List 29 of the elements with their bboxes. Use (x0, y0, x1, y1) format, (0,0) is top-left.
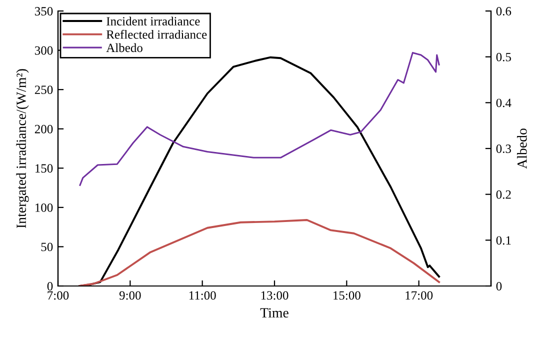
x-tick-label: 17:00 (406, 291, 433, 300)
y2-axis-title: Albedo (517, 128, 527, 169)
y-tick-label: 150 (35, 164, 53, 173)
legend-label: Reflected irradiance (106, 30, 207, 39)
legend-label: Albedo (106, 43, 142, 52)
y-tick-label: 100 (35, 203, 53, 212)
y2-tick-label: 0.2 (496, 190, 511, 199)
y-tick-label: 300 (34, 46, 53, 55)
y2-tick-label: 0.6 (496, 7, 512, 16)
y-tick-label: 350 (34, 7, 53, 16)
x-axis-title: Time (260, 308, 288, 318)
line-series (79, 52, 440, 186)
line-series (78, 219, 440, 286)
x-tick-label: 11:00 (189, 291, 216, 300)
y-tick-label: 200 (34, 124, 53, 134)
y2-tick-label: 0.5 (496, 52, 511, 62)
y-tick-label: 0 (47, 282, 53, 290)
y2-tick-label: 0.3 (496, 144, 511, 154)
x-tick-label: 7:00 (48, 291, 69, 300)
y2-tick-label: 0 (496, 282, 502, 290)
y-axis-title: Intergated irradiance/(W/m²) (16, 69, 29, 228)
y2-tick-label: 0.4 (496, 98, 512, 108)
x-tick-label: 13:00 (261, 291, 288, 300)
y-tick-label: 50 (41, 242, 53, 252)
y2-tick-label: 0.1 (496, 236, 511, 245)
y-tick-label: 250 (34, 86, 53, 94)
x-tick-label: 9:00 (119, 291, 141, 300)
x-tick-label: 15:00 (334, 291, 360, 300)
legend-label: Incident irradiance (106, 16, 200, 26)
